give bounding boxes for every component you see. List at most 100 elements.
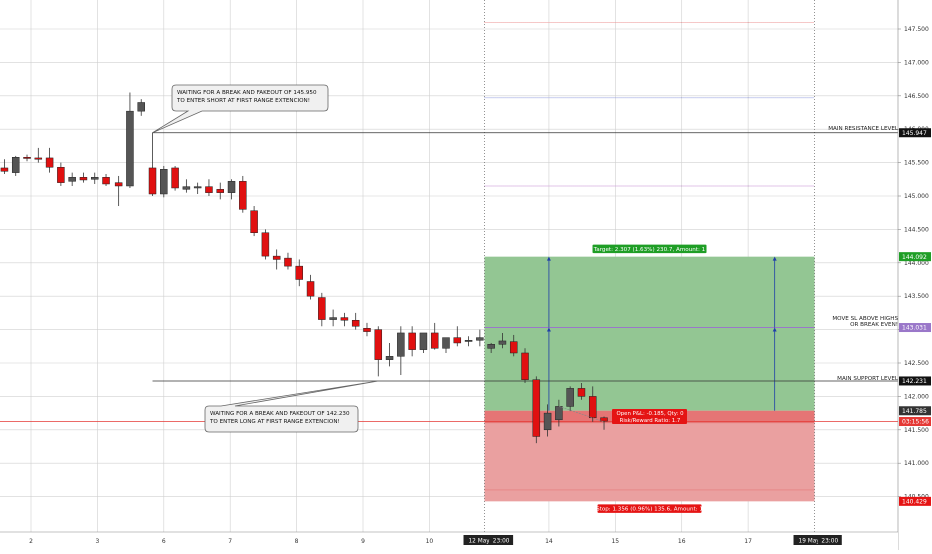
candle-body[interactable]: [374, 329, 383, 360]
time-tick-label: 6: [162, 538, 166, 545]
candle-body[interactable]: [205, 186, 213, 193]
candle-body[interactable]: [284, 257, 292, 267]
target-arrow-head: [546, 256, 551, 261]
price-tick-label: 147.000: [904, 59, 929, 66]
target-price-tag-box: [899, 252, 931, 262]
candle-body[interactable]: [363, 328, 371, 332]
candle-body[interactable]: [543, 412, 552, 431]
candle-body[interactable]: [464, 340, 473, 342]
candle-body[interactable]: [0, 167, 9, 172]
price-tick-label: 147.500: [904, 26, 929, 33]
candle-body[interactable]: [193, 186, 202, 189]
candle-body[interactable]: [329, 317, 337, 320]
target-label-box[interactable]: [592, 244, 707, 254]
candle-body[interactable]: [306, 281, 315, 297]
stop-price-tag-text: 140.429: [902, 499, 927, 506]
candle-body[interactable]: [385, 356, 394, 360]
countdown-tag-text: 03:15:56: [902, 419, 929, 426]
candle-body[interactable]: [57, 167, 65, 183]
candle-body[interactable]: [45, 157, 54, 168]
candle-body[interactable]: [250, 210, 258, 233]
candle-body[interactable]: [34, 157, 43, 160]
candle-body[interactable]: [11, 157, 20, 173]
time-tick-label: 2: [29, 538, 33, 545]
candle-body[interactable]: [577, 388, 586, 397]
candle-body[interactable]: [453, 337, 462, 344]
candle-body[interactable]: [79, 177, 88, 181]
candle-body[interactable]: [521, 352, 529, 380]
candle-body[interactable]: [261, 232, 270, 257]
candle-body[interactable]: [90, 177, 99, 180]
candle-body[interactable]: [182, 186, 191, 190]
candle-body[interactable]: [68, 177, 76, 182]
annotation-callout[interactable]: WAITING FOR A BREAK AND FAKEOUT OF 145.9…: [152, 84, 329, 134]
price-tick-label: 141.000: [904, 460, 929, 467]
time-highlight-box: [817, 535, 842, 545]
support-label: MAIN SUPPORT LEVEL: [837, 376, 899, 382]
candle-body[interactable]: [295, 265, 304, 280]
candle-body[interactable]: [137, 102, 145, 112]
candle-body[interactable]: [408, 332, 416, 350]
candle-body[interactable]: [272, 255, 281, 260]
price-tick-label: 144.000: [904, 260, 929, 267]
candle-body[interactable]: [216, 189, 224, 193]
candle-body[interactable]: [532, 379, 541, 437]
candle-body[interactable]: [566, 388, 574, 407]
stop-label-box[interactable]: [597, 504, 702, 513]
entry-price-tag-text: 141.785: [902, 408, 927, 415]
candle-body[interactable]: [318, 297, 326, 320]
candle-body[interactable]: [126, 110, 134, 187]
countdown-tag-box: [899, 417, 931, 427]
price-tick-label: 141.500: [904, 427, 929, 434]
candle-body[interactable]: [498, 340, 507, 345]
support-price-tag-box: [899, 376, 931, 386]
candle-body[interactable]: [600, 417, 608, 422]
time-highlight-box: [463, 535, 506, 545]
candle-body[interactable]: [351, 319, 360, 327]
candle-body[interactable]: [419, 332, 428, 350]
candle-body[interactable]: [555, 406, 563, 421]
candle-body[interactable]: [397, 332, 405, 357]
time-axis-panel[interactable]: [0, 532, 898, 550]
candle-body[interactable]: [160, 169, 168, 195]
candle-body[interactable]: [340, 317, 349, 321]
candle-body[interactable]: [476, 337, 484, 341]
time-highlight-label: 19 May '19: [799, 539, 831, 545]
candle-body[interactable]: [171, 167, 179, 189]
candle-body[interactable]: [509, 341, 518, 354]
candle-body[interactable]: [588, 396, 597, 419]
price-axis-panel[interactable]: [898, 0, 932, 550]
candle-body[interactable]: [487, 344, 495, 349]
annotation-text-line2: TO ENTER SHORT AT FIRST RANGE EXTENCION!: [176, 98, 310, 104]
time-highlight-label: 23:00: [821, 539, 838, 545]
candle-body[interactable]: [102, 177, 110, 185]
target-arrow-head: [546, 327, 551, 332]
candle-body[interactable]: [114, 182, 123, 187]
entry-price-tag-box: [899, 406, 931, 416]
price-tick-label: 143.500: [904, 293, 929, 300]
candle-body[interactable]: [239, 181, 247, 210]
price-tick-label: 142.000: [904, 393, 929, 400]
pnl-label-box[interactable]: [612, 409, 687, 424]
annotation-callout[interactable]: WAITING FOR A BREAK AND FAKEOUT OF 142.2…: [204, 380, 379, 433]
target-price-tag-text: 144.092: [902, 254, 927, 261]
resistance-price-tag-box: [899, 128, 931, 138]
candle-body[interactable]: [430, 332, 439, 349]
time-tick-label: 14: [545, 538, 553, 545]
price-tick-label: 144.500: [904, 226, 929, 233]
time-highlight-box: [489, 535, 514, 545]
move-sl-label-line2: OR BREAK EVEN!: [850, 322, 898, 328]
candle-body[interactable]: [23, 157, 31, 159]
time-highlight-box: [793, 535, 836, 545]
candle-body[interactable]: [442, 337, 450, 349]
time-tick-label: 7: [228, 538, 232, 545]
price-tick-label: 145.000: [904, 193, 929, 200]
candle-body[interactable]: [148, 167, 157, 195]
annotation-bubble: [204, 380, 379, 433]
candle-body[interactable]: [227, 181, 236, 193]
resistance-price-tag-text: 145.947: [902, 130, 927, 137]
resistance-label: MAIN RESISTANCE LEVEL: [828, 126, 899, 132]
time-tick-label: 9: [361, 538, 365, 545]
